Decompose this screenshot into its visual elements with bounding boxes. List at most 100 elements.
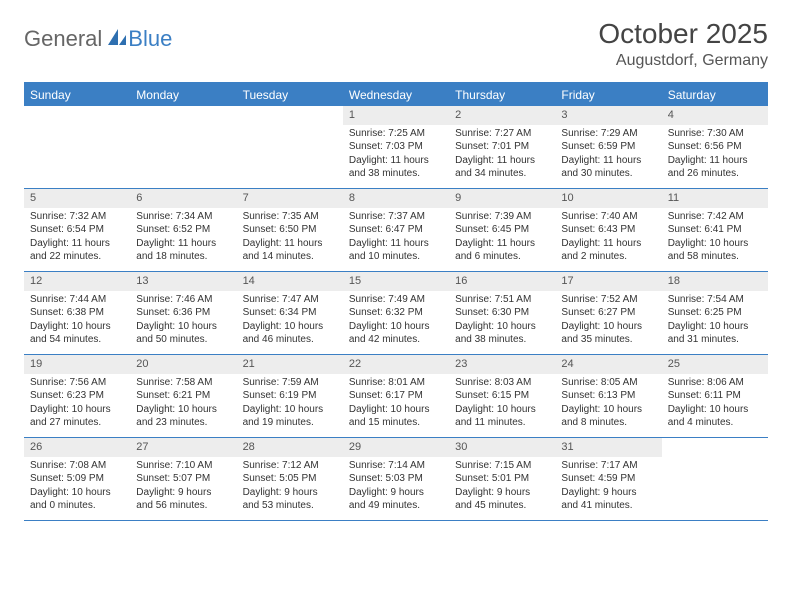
day-number: 15 [343,272,449,291]
day-body: Sunrise: 7:54 AMSunset: 6:25 PMDaylight:… [662,291,768,351]
day-body: Sunrise: 7:17 AMSunset: 4:59 PMDaylight:… [555,457,661,517]
month-title: October 2025 [598,18,768,50]
weekday-header: Tuesday [237,84,343,106]
daylight-text: Daylight: 9 hours and 53 minutes. [243,486,337,513]
day-cell: 3Sunrise: 7:29 AMSunset: 6:59 PMDaylight… [555,106,661,188]
sunrise-text: Sunrise: 7:52 AM [561,293,655,307]
title-block: October 2025 Augustdorf, Germany [598,18,768,70]
daylight-text: Daylight: 11 hours and 30 minutes. [561,154,655,181]
daylight-text: Daylight: 11 hours and 14 minutes. [243,237,337,264]
day-cell [24,106,130,188]
sunrise-text: Sunrise: 7:30 AM [668,127,762,141]
weekday-header: Thursday [449,84,555,106]
sunrise-text: Sunrise: 7:58 AM [136,376,230,390]
day-cell [237,106,343,188]
weekday-header-row: SundayMondayTuesdayWednesdayThursdayFrid… [24,84,768,106]
sunset-text: Sunset: 6:32 PM [349,306,443,320]
sunrise-text: Sunrise: 8:03 AM [455,376,549,390]
daylight-text: Daylight: 10 hours and 50 minutes. [136,320,230,347]
day-body: Sunrise: 8:06 AMSunset: 6:11 PMDaylight:… [662,374,768,434]
sunset-text: Sunset: 6:25 PM [668,306,762,320]
day-number: 7 [237,189,343,208]
sunset-text: Sunset: 6:52 PM [136,223,230,237]
day-number: 19 [24,355,130,374]
day-cell [662,438,768,520]
sunrise-text: Sunrise: 8:01 AM [349,376,443,390]
sunset-text: Sunset: 6:36 PM [136,306,230,320]
day-body: Sunrise: 7:59 AMSunset: 6:19 PMDaylight:… [237,374,343,434]
day-cell: 8Sunrise: 7:37 AMSunset: 6:47 PMDaylight… [343,189,449,271]
sunrise-text: Sunrise: 7:34 AM [136,210,230,224]
week-row: 19Sunrise: 7:56 AMSunset: 6:23 PMDayligh… [24,355,768,438]
day-number: 16 [449,272,555,291]
day-body: Sunrise: 8:01 AMSunset: 6:17 PMDaylight:… [343,374,449,434]
sunset-text: Sunset: 5:05 PM [243,472,337,486]
location-text: Augustdorf, Germany [598,52,768,70]
sunset-text: Sunset: 6:13 PM [561,389,655,403]
daylight-text: Daylight: 11 hours and 2 minutes. [561,237,655,264]
day-cell: 4Sunrise: 7:30 AMSunset: 6:56 PMDaylight… [662,106,768,188]
day-body: Sunrise: 7:49 AMSunset: 6:32 PMDaylight:… [343,291,449,351]
day-number: 11 [662,189,768,208]
sunrise-text: Sunrise: 7:25 AM [349,127,443,141]
day-body: Sunrise: 7:40 AMSunset: 6:43 PMDaylight:… [555,208,661,268]
day-body: Sunrise: 7:25 AMSunset: 7:03 PMDaylight:… [343,125,449,185]
daylight-text: Daylight: 10 hours and 4 minutes. [668,403,762,430]
day-number: 25 [662,355,768,374]
day-number: 22 [343,355,449,374]
day-cell: 20Sunrise: 7:58 AMSunset: 6:21 PMDayligh… [130,355,236,437]
sunrise-text: Sunrise: 7:42 AM [668,210,762,224]
sunrise-text: Sunrise: 7:08 AM [30,459,124,473]
day-cell: 12Sunrise: 7:44 AMSunset: 6:38 PMDayligh… [24,272,130,354]
day-number [237,106,343,110]
daylight-text: Daylight: 10 hours and 38 minutes. [455,320,549,347]
sunset-text: Sunset: 5:07 PM [136,472,230,486]
sunset-text: Sunset: 6:43 PM [561,223,655,237]
day-cell: 26Sunrise: 7:08 AMSunset: 5:09 PMDayligh… [24,438,130,520]
daylight-text: Daylight: 11 hours and 26 minutes. [668,154,762,181]
day-body: Sunrise: 7:32 AMSunset: 6:54 PMDaylight:… [24,208,130,268]
daylight-text: Daylight: 10 hours and 8 minutes. [561,403,655,430]
sunrise-text: Sunrise: 7:40 AM [561,210,655,224]
day-cell: 24Sunrise: 8:05 AMSunset: 6:13 PMDayligh… [555,355,661,437]
logo-sail-icon [106,27,128,52]
day-body: Sunrise: 7:35 AMSunset: 6:50 PMDaylight:… [237,208,343,268]
day-cell: 31Sunrise: 7:17 AMSunset: 4:59 PMDayligh… [555,438,661,520]
sunset-text: Sunset: 6:11 PM [668,389,762,403]
sunset-text: Sunset: 6:34 PM [243,306,337,320]
day-number [130,106,236,110]
week-row: 26Sunrise: 7:08 AMSunset: 5:09 PMDayligh… [24,438,768,521]
sunrise-text: Sunrise: 7:14 AM [349,459,443,473]
sunset-text: Sunset: 7:03 PM [349,140,443,154]
day-cell: 7Sunrise: 7:35 AMSunset: 6:50 PMDaylight… [237,189,343,271]
daylight-text: Daylight: 10 hours and 0 minutes. [30,486,124,513]
day-number: 17 [555,272,661,291]
daylight-text: Daylight: 11 hours and 38 minutes. [349,154,443,181]
daylight-text: Daylight: 9 hours and 56 minutes. [136,486,230,513]
daylight-text: Daylight: 10 hours and 23 minutes. [136,403,230,430]
week-row: 5Sunrise: 7:32 AMSunset: 6:54 PMDaylight… [24,189,768,272]
daylight-text: Daylight: 10 hours and 11 minutes. [455,403,549,430]
sunset-text: Sunset: 6:50 PM [243,223,337,237]
day-number: 18 [662,272,768,291]
day-body: Sunrise: 7:37 AMSunset: 6:47 PMDaylight:… [343,208,449,268]
sunrise-text: Sunrise: 7:56 AM [30,376,124,390]
daylight-text: Daylight: 10 hours and 31 minutes. [668,320,762,347]
sunrise-text: Sunrise: 7:44 AM [30,293,124,307]
day-body: Sunrise: 7:46 AMSunset: 6:36 PMDaylight:… [130,291,236,351]
day-number [24,106,130,110]
day-cell: 19Sunrise: 7:56 AMSunset: 6:23 PMDayligh… [24,355,130,437]
day-body: Sunrise: 7:14 AMSunset: 5:03 PMDaylight:… [343,457,449,517]
sunset-text: Sunset: 6:19 PM [243,389,337,403]
sunrise-text: Sunrise: 7:59 AM [243,376,337,390]
sunset-text: Sunset: 6:56 PM [668,140,762,154]
sunrise-text: Sunrise: 7:49 AM [349,293,443,307]
sunset-text: Sunset: 6:21 PM [136,389,230,403]
day-cell: 17Sunrise: 7:52 AMSunset: 6:27 PMDayligh… [555,272,661,354]
sunrise-text: Sunrise: 7:37 AM [349,210,443,224]
sunset-text: Sunset: 6:15 PM [455,389,549,403]
sunset-text: Sunset: 6:38 PM [30,306,124,320]
day-cell: 15Sunrise: 7:49 AMSunset: 6:32 PMDayligh… [343,272,449,354]
week-row: 12Sunrise: 7:44 AMSunset: 6:38 PMDayligh… [24,272,768,355]
calendar: SundayMondayTuesdayWednesdayThursdayFrid… [24,82,768,521]
